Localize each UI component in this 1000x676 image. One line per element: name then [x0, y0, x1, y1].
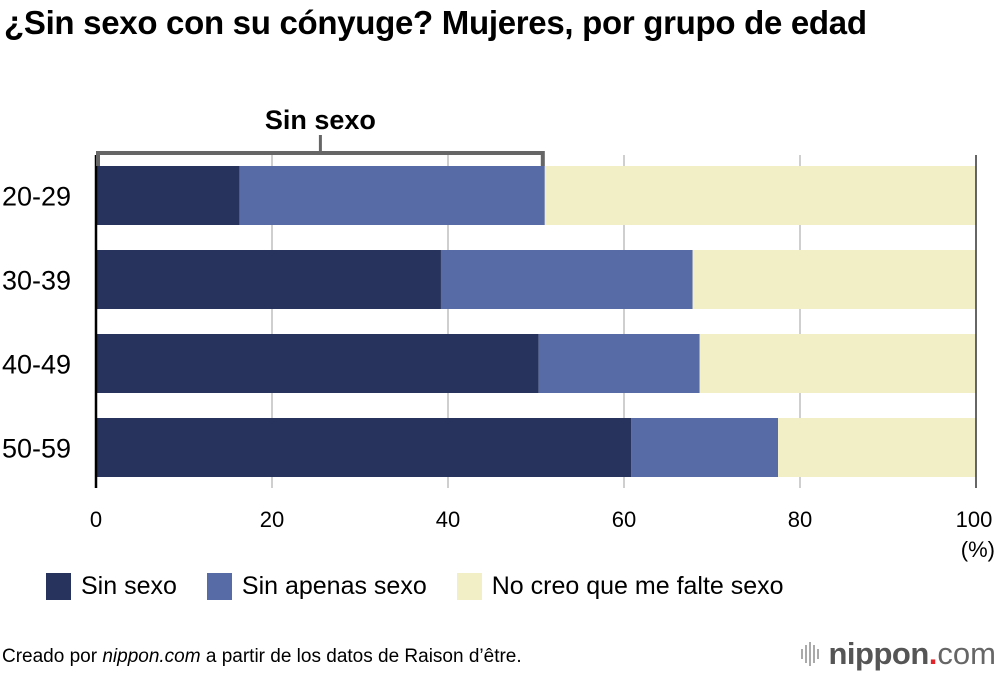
x-tick-label: 80	[788, 507, 812, 532]
x-tick-label: 0	[90, 507, 102, 532]
nippon-logo: nippon. com	[800, 636, 996, 672]
x-tick-label: 20	[260, 507, 284, 532]
source-site: nippon.com	[102, 646, 201, 667]
bars	[96, 166, 976, 477]
bar-segment-sin-sexo	[96, 166, 240, 225]
legend-label: Sin sexo	[81, 572, 177, 600]
x-axis-unit-label: (%)	[961, 537, 995, 562]
chart-title: ¿Sin sexo con su cónyuge? Mujeres, por g…	[4, 4, 867, 41]
legend-label: Sin apenas sexo	[241, 572, 427, 600]
legend-item: Sin apenas sexo	[206, 572, 427, 601]
tick-labels: 0 20 40 60 80 100 (%)	[90, 507, 995, 562]
source-suffix: a partir de los datos de Raison d’être.	[200, 646, 522, 667]
legend-swatch	[46, 573, 71, 600]
bar-segment-sin-apenas-sexo	[239, 166, 545, 225]
bar-segment-sin-apenas-sexo	[440, 250, 693, 309]
x-tick-label: 100	[956, 507, 993, 532]
category-label: 40-49	[2, 350, 71, 380]
bar-segment-no-creo-que-me-falte-sexo	[544, 166, 976, 225]
axes	[94, 155, 977, 488]
legend-swatch	[206, 573, 232, 600]
logo-brand: nippon	[828, 636, 930, 671]
category-label: 30-39	[2, 266, 71, 296]
annotation-bracket: Sin sexo	[96, 105, 545, 166]
annotation-label: Sin sexo	[265, 105, 376, 135]
bar-segment-sin-sexo	[96, 250, 441, 309]
bar-segment-sin-apenas-sexo	[631, 418, 778, 477]
bracket-line	[96, 151, 545, 166]
legend: Sin sexo Sin apenas sexo No creo que me fa…	[46, 572, 814, 601]
legend-label: No creo que me falte sexo	[491, 572, 784, 600]
bar-segment-sin-sexo	[96, 334, 539, 393]
category-labels: 20-29 30-39 40-49 50-59	[2, 182, 71, 464]
bar-segment-no-creo-que-me-falte-sexo	[778, 418, 976, 477]
logo-dot: .	[928, 636, 938, 671]
x-tick-label: 40	[436, 507, 460, 532]
bar-segment-sin-apenas-sexo	[538, 334, 700, 393]
sound-bars-icon	[800, 642, 821, 666]
logo-tld: com	[937, 636, 996, 671]
bar-segment-no-creo-que-me-falte-sexo	[692, 250, 976, 309]
bar-segment-no-creo-que-me-falte-sexo	[699, 334, 976, 393]
legend-swatch	[456, 573, 482, 600]
category-label: 50-59	[2, 434, 71, 464]
source-note: Creado por nippon.com a partir de los da…	[2, 646, 522, 668]
category-label: 20-29	[2, 182, 71, 212]
source-prefix: Creado por	[2, 646, 103, 667]
x-tick-label: 60	[612, 507, 636, 532]
legend-item: Sin sexo	[46, 572, 177, 601]
legend-item: No creo que me falte sexo	[456, 572, 784, 601]
bar-segment-sin-sexo	[96, 418, 632, 477]
